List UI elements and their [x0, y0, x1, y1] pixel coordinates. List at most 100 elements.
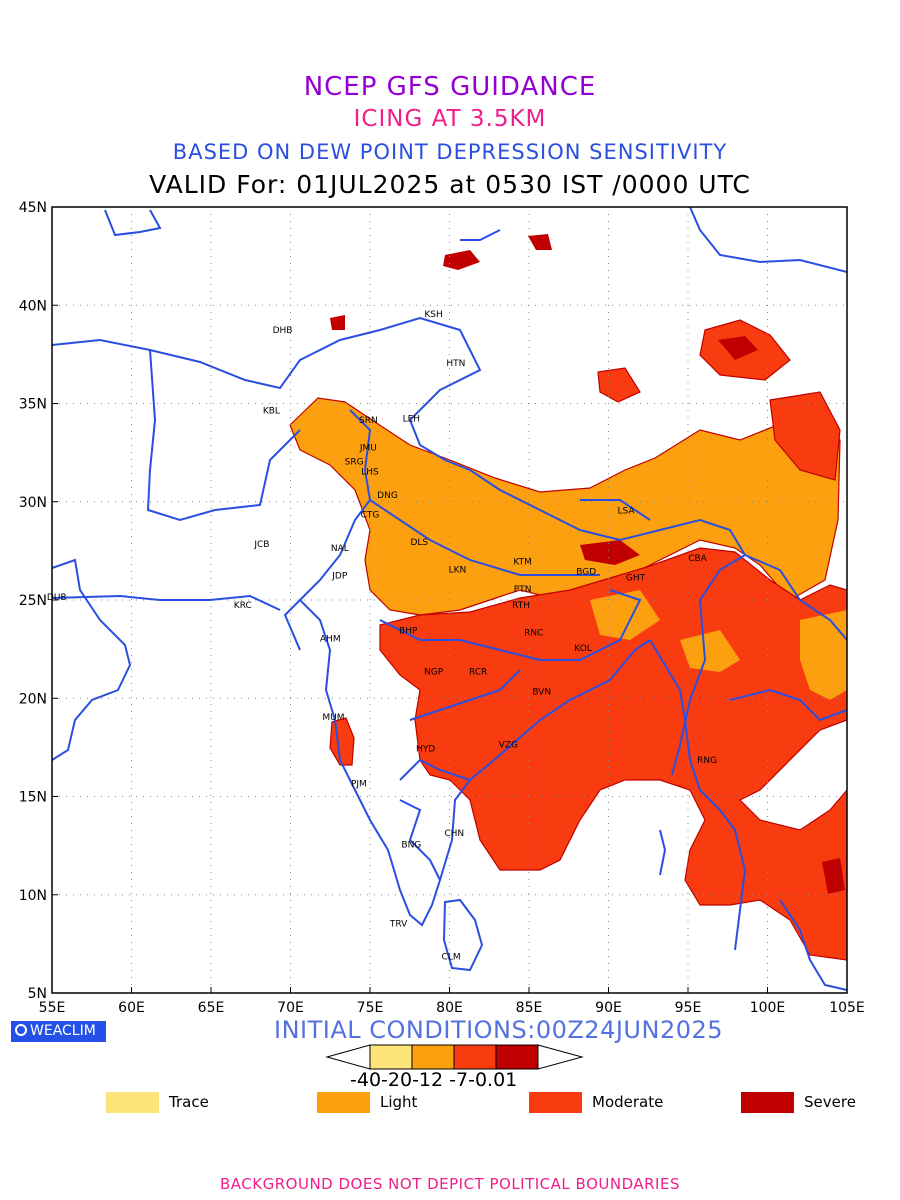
station-label: RCR: [469, 668, 487, 678]
station-label: BHP: [399, 626, 418, 636]
station-label: PJM: [351, 780, 367, 790]
legend-label: Moderate: [592, 1093, 664, 1111]
station-label: DLS: [410, 538, 428, 548]
station-label: SRN: [359, 416, 378, 426]
legend-light: Light: [317, 1092, 497, 1113]
initial-conditions: INITIAL CONDITIONS:00Z24JUN2025: [274, 1016, 724, 1044]
x-tick-label: 100E: [750, 1000, 786, 1016]
coastline-bay-east: [649, 639, 747, 951]
icing-severe-patch: [822, 858, 845, 894]
legend-label: Severe: [804, 1093, 856, 1111]
boundary-line: [146, 349, 301, 522]
boundary-line: [369, 499, 600, 576]
y-tick-label: 20N: [19, 691, 47, 707]
y-tick-label: 30N: [19, 495, 47, 511]
x-axis-ticks: 55E 60E 65E 70E 75E 80E 85E 90E 95E 100E 105E: [39, 987, 865, 1016]
legend-severe: Severe: [741, 1092, 891, 1113]
station-label: KBL: [263, 406, 280, 416]
icing-severe-patch: [330, 315, 345, 330]
legend-swatch: [529, 1092, 582, 1113]
chart-title: NCEP GFS GUIDANCE: [303, 72, 597, 102]
station-label: PTN: [514, 585, 532, 595]
boundary-line: [399, 758, 471, 781]
station-label: BNG: [401, 841, 421, 851]
station-label: RTH: [512, 601, 530, 611]
icing-moderate-patch: [329, 717, 355, 766]
icing-severe-patch: [718, 336, 758, 360]
boundary-line: [580, 499, 651, 521]
icing-light-region: [289, 397, 841, 616]
legend-swatch: [106, 1092, 159, 1113]
y-tick-label: 45N: [19, 200, 47, 216]
station-label: RNG: [697, 756, 717, 766]
legend-moderate: Moderate: [529, 1092, 709, 1113]
boundary-line: [299, 409, 372, 601]
logo-icon: [15, 1024, 27, 1036]
boundary-line: [460, 229, 501, 241]
x-tick-label: 55E: [39, 1000, 66, 1016]
station-label: KSH: [424, 310, 442, 320]
coastline-caspian: [104, 209, 162, 237]
x-tick-label: 65E: [198, 1000, 225, 1016]
station-label: DUB: [47, 593, 67, 603]
icing-severe-patch: [443, 250, 480, 270]
legend-label: Trace: [169, 1093, 209, 1111]
station-label: JMU: [359, 444, 377, 454]
coastline-arabian: [52, 558, 132, 761]
boundary-line: [399, 799, 441, 881]
boundary-line: [444, 459, 747, 776]
y-axis-ticks: 45N 40N 35N 30N 25N 20N 15N 10N 5N: [19, 200, 58, 1002]
station-label: HYD: [416, 744, 435, 754]
station-label: DHB: [273, 326, 293, 336]
x-tick-label: 60E: [118, 1000, 145, 1016]
station-label: BVN: [532, 687, 551, 697]
weaclim-logo: WEACLIM: [11, 1021, 106, 1042]
coastline-sri-lanka: [442, 898, 484, 972]
x-tick-label: 95E: [675, 1000, 702, 1016]
coastline-east-asia: [689, 207, 847, 273]
icing-light-patch: [680, 630, 740, 672]
legend-swatch: [741, 1092, 794, 1113]
chart-subtitle: ICING AT 3.5KM: [353, 106, 547, 132]
station-label: JCB: [253, 540, 269, 550]
x-tick-label: 90E: [595, 1000, 622, 1016]
station-label: CLM: [442, 953, 461, 963]
legend-label: Light: [380, 1093, 418, 1111]
icing-moderate-patch: [769, 391, 841, 481]
station-label: CHN: [444, 829, 464, 839]
y-tick-label: 25N: [19, 593, 47, 609]
station-label: LSA: [617, 507, 635, 517]
legend-trace: Trace: [106, 1092, 286, 1113]
station-label: TRV: [389, 919, 408, 929]
icing-light-patch: [800, 610, 847, 700]
station-label: CBA: [688, 554, 707, 564]
coastlines-and-boundaries: [52, 207, 847, 991]
station-label: HTN: [446, 359, 465, 369]
station-label: VZG: [499, 740, 518, 750]
y-tick-label: 40N: [19, 298, 47, 314]
icing-severe-patch: [528, 234, 552, 250]
icing-field: [289, 234, 847, 961]
y-tick-label: 5N: [28, 986, 47, 1002]
station-label: CTG: [361, 511, 380, 521]
colorbar-tick-labels: -40-20-12 -7-0.01: [350, 1069, 518, 1091]
station-label: KRC: [234, 601, 252, 611]
boundary-line: [744, 554, 847, 641]
icing-light-patch: [590, 590, 660, 640]
valid-time: VALID For: 01JUL2025 at 0530 IST /0000 U…: [149, 170, 751, 199]
boundary-line: [379, 589, 642, 661]
station-label: MUM: [322, 713, 344, 723]
station-label: NAL: [331, 544, 349, 554]
boundary-line: [52, 316, 482, 461]
y-tick-label: 10N: [19, 888, 47, 904]
station-label: KOL: [574, 644, 592, 654]
icing-moderate-patch: [597, 367, 641, 403]
coastline-malay: [779, 899, 847, 991]
boundary-line: [729, 688, 847, 722]
icing-severe-patch: [580, 540, 640, 565]
station-label: AHM: [320, 634, 341, 644]
icing-map: 55E 60E 65E 70E 75E 80E 85E 90E 95E 100E 105E 45N4…: [19, 200, 865, 1016]
station-label: KTM: [513, 558, 531, 568]
method-text: BASED ON DEW POINT DEPRESSION SENSITIVIT…: [172, 140, 728, 164]
